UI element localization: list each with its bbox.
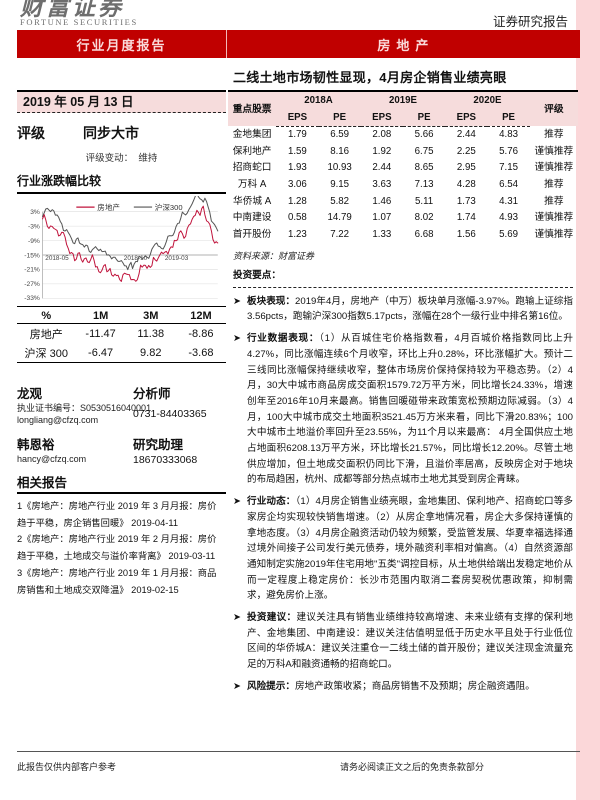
- svg-text:房地产: 房地产: [97, 202, 120, 212]
- svg-text:-21%: -21%: [24, 267, 40, 274]
- svg-text:沪深300: 沪深300: [155, 202, 183, 212]
- svg-text:3%: 3%: [30, 209, 40, 216]
- svg-text:2018-05: 2018-05: [45, 255, 69, 262]
- svg-text:-33%: -33%: [24, 295, 40, 302]
- svg-text:2019-03: 2019-03: [165, 255, 189, 262]
- svg-text:-15%: -15%: [24, 252, 40, 259]
- svg-text:-3%: -3%: [28, 223, 40, 230]
- svg-text:-9%: -9%: [28, 238, 40, 245]
- svg-text:-27%: -27%: [24, 281, 40, 288]
